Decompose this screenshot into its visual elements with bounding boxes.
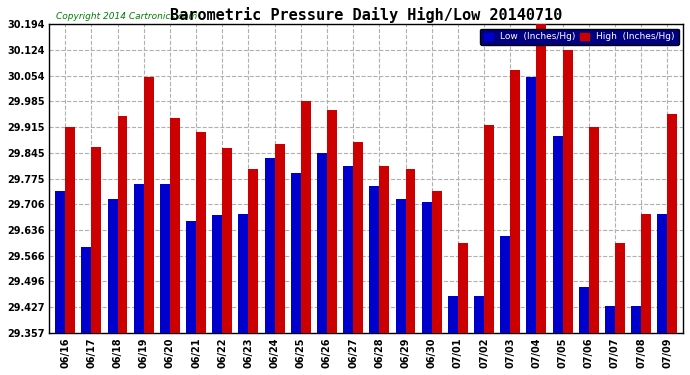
Bar (562, 50, 573, 333)
Bar (526, 77, 536, 333)
Bar (265, 158, 275, 333)
Bar (196, 132, 206, 333)
Bar (667, 114, 678, 333)
Bar (186, 221, 196, 333)
Bar (553, 136, 562, 333)
Bar (213, 215, 222, 333)
Bar (380, 166, 389, 333)
Bar (222, 148, 233, 333)
Bar (343, 166, 353, 333)
Bar (327, 110, 337, 333)
Bar (510, 70, 520, 333)
Bar (658, 213, 667, 333)
Bar (369, 186, 380, 333)
Bar (500, 236, 510, 333)
Bar (317, 153, 327, 333)
Bar (631, 306, 641, 333)
Bar (641, 213, 651, 333)
Bar (160, 184, 170, 333)
Bar (239, 213, 248, 333)
Bar (422, 202, 432, 333)
Bar (589, 127, 599, 333)
Bar (91, 147, 101, 333)
Bar (117, 116, 128, 333)
Bar (474, 297, 484, 333)
Bar (615, 243, 625, 333)
Bar (406, 169, 415, 333)
Bar (448, 297, 458, 333)
Bar (275, 144, 284, 333)
Bar (170, 118, 180, 333)
Bar (301, 101, 310, 333)
Text: Copyright 2014 Cartronics.com: Copyright 2014 Cartronics.com (56, 12, 197, 21)
Bar (108, 199, 117, 333)
Bar (81, 247, 91, 333)
Title: Barometric Pressure Daily High/Low 20140710: Barometric Pressure Daily High/Low 20140… (170, 7, 562, 23)
Bar (291, 173, 301, 333)
Bar (248, 169, 258, 333)
Bar (395, 199, 406, 333)
Bar (536, 24, 546, 333)
Bar (134, 184, 144, 333)
Bar (353, 142, 363, 333)
Bar (144, 77, 154, 333)
Bar (55, 191, 65, 333)
Bar (432, 191, 442, 333)
Bar (458, 243, 468, 333)
Bar (484, 125, 494, 333)
Bar (579, 287, 589, 333)
Bar (605, 306, 615, 333)
Bar (65, 127, 75, 333)
Legend: Low  (Inches/Hg), High  (Inches/Hg): Low (Inches/Hg), High (Inches/Hg) (480, 28, 678, 45)
